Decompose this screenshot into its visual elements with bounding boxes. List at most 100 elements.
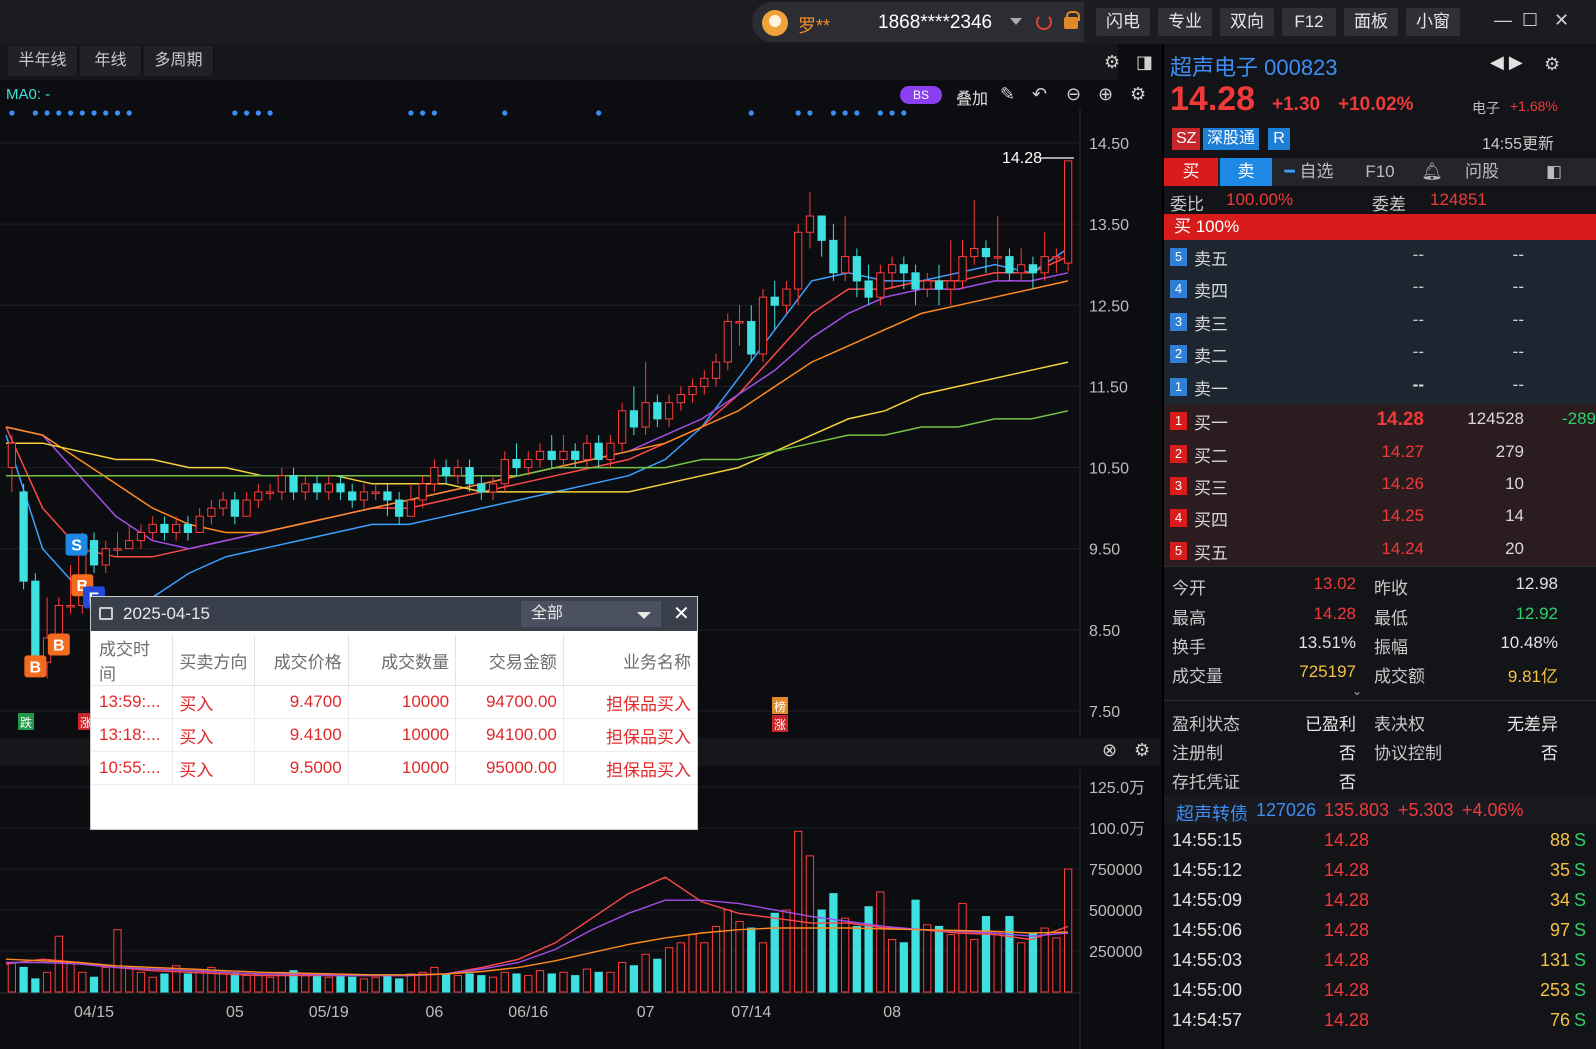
prev-next-arrows[interactable]: ◀ ▶ <box>1490 52 1523 72</box>
tick-price: 14.28 <box>1324 1010 1370 1030</box>
tab-f10[interactable]: F10 <box>1365 162 1395 181</box>
close-icon[interactable]: ✕ <box>673 603 690 625</box>
table-row[interactable]: 13:59:... 买入 9.4700 10000 94700.00 担保品买入 <box>93 685 697 719</box>
volume-bar <box>19 966 28 993</box>
stat-label: 成交额 <box>1374 667 1425 686</box>
ask-row[interactable]: 3 卖三 -- -- <box>1164 305 1596 337</box>
level-volume: -- <box>1512 375 1524 394</box>
candle-body <box>852 256 862 282</box>
volume-bar <box>242 975 251 993</box>
level-price: 14.24 <box>1381 539 1424 558</box>
tab-watchlist[interactable]: ━ 自选 <box>1274 158 1344 186</box>
bond-name[interactable]: 超声转债 <box>1176 804 1248 824</box>
tab-half-year-line[interactable]: 半年线 <box>8 46 78 76</box>
table-row[interactable]: 10:55:... 买入 9.5000 10000 95000.00 担保品买入 <box>93 751 697 785</box>
chart-settings-icon[interactable]: ⚙ <box>1130 84 1147 104</box>
panel-button[interactable]: 面板 <box>1344 8 1398 36</box>
bid-row[interactable]: 5 买五 14.24 20 <box>1164 534 1596 566</box>
chevron-down-icon[interactable] <box>1010 18 1022 25</box>
mini-window-button[interactable]: 小窗 <box>1406 8 1460 36</box>
bond-code[interactable]: 127026 <box>1256 800 1317 820</box>
candle-body <box>1028 264 1038 274</box>
flash-button[interactable]: 闪电 <box>1096 8 1150 36</box>
avatar[interactable] <box>762 10 788 36</box>
col-price[interactable]: 成交价格 <box>254 635 349 686</box>
dual-button[interactable]: 双向 <box>1220 8 1274 36</box>
candle-body <box>653 402 662 420</box>
volume-bar <box>899 942 908 993</box>
overlay-button[interactable]: 叠加 <box>956 91 989 108</box>
expand-chevron-icon[interactable]: ⌄ <box>1352 684 1363 698</box>
stat-vie: 否 <box>1541 744 1558 763</box>
chevron-down-icon[interactable] <box>637 612 651 619</box>
bid-row[interactable]: 2 买二 14.27 279 <box>1164 437 1596 469</box>
update-time: 14:55更新 <box>1482 136 1555 153</box>
col-direction[interactable]: 买卖方向 <box>172 635 256 686</box>
tab-buy[interactable]: 买 <box>1164 158 1218 186</box>
trade-marker-dot <box>596 110 602 116</box>
candle-body <box>54 605 63 639</box>
tick-price: 14.28 <box>1324 980 1370 1000</box>
sidebar-toggle-icon[interactable]: ◨ <box>1136 52 1154 72</box>
ask-row[interactable]: 4 卖四 -- -- <box>1164 272 1596 304</box>
ask-row[interactable]: 1 卖一 -- -- <box>1164 370 1596 402</box>
cell-direction: 买入 <box>172 751 256 785</box>
stock-name[interactable]: 超声电子 000823 <box>1170 55 1338 80</box>
power-icon[interactable] <box>1036 14 1052 30</box>
bell-icon[interactable]: 🔔︎ <box>1421 162 1443 181</box>
cell-time: 13:59:... <box>93 685 174 719</box>
close-volume-icon[interactable]: ⊗ <box>1102 740 1118 760</box>
filter-select[interactable]: 全部 <box>521 601 661 627</box>
tick-time: 14:54:57 <box>1172 1010 1243 1030</box>
convertible-bond-row[interactable] <box>1164 796 1596 824</box>
trade-marker-badge <box>47 633 70 656</box>
volume-bar <box>571 975 580 993</box>
zoom-out-icon[interactable]: ⊖ <box>1066 84 1082 104</box>
bid-row[interactable]: 4 买四 14.25 14 <box>1164 501 1596 533</box>
minimize-icon[interactable]: — <box>1494 10 1512 30</box>
bs-toggle[interactable]: BS <box>900 86 942 104</box>
tab-sell[interactable]: 卖 <box>1220 158 1272 186</box>
volume-bar <box>934 925 944 993</box>
undo-icon[interactable]: ↶ <box>1032 84 1048 104</box>
volume-bar <box>594 971 603 993</box>
price-change-pct: +10.02% <box>1338 94 1414 115</box>
volume-chart[interactable]: 125.0万 100.0万 750000 500000 250000 04/15 05 05… <box>0 770 1160 1049</box>
lock-icon[interactable] <box>1064 11 1080 29</box>
tab-multi-period[interactable]: 多周期 <box>144 46 214 76</box>
user-box[interactable] <box>752 2 1084 42</box>
candle-body <box>735 321 744 324</box>
sector-name[interactable]: 电子 <box>1472 100 1500 116</box>
level-volume: -- <box>1512 310 1524 329</box>
volume-settings-icon[interactable]: ⚙ <box>1134 740 1151 760</box>
gear-icon[interactable]: ⚙ <box>1104 52 1121 72</box>
col-amount[interactable]: 交易金额 <box>455 635 564 686</box>
table-row[interactable]: 13:18:... 买入 9.4100 10000 94100.00 担保品买入 <box>93 718 697 752</box>
gear-icon[interactable]: ⚙ <box>1544 54 1561 74</box>
bid-row[interactable]: 3 买三 14.26 10 <box>1164 469 1596 501</box>
candle-body <box>136 531 146 542</box>
brush-icon[interactable]: ✎ <box>1000 84 1016 104</box>
level-volume: 14 <box>1505 506 1524 525</box>
cell-business: 担保品买入 <box>563 751 697 785</box>
stat-turnover: 13.51% <box>1298 633 1356 652</box>
zoom-in-icon[interactable]: ⊕ <box>1098 84 1114 104</box>
f12-button[interactable]: F12 <box>1282 8 1336 36</box>
pro-button[interactable]: 专业 <box>1158 8 1212 36</box>
y-tick-label: 14.50 <box>1089 136 1129 153</box>
col-time[interactable]: 成交时间 <box>93 635 174 686</box>
close-icon[interactable]: ✕ <box>1554 10 1570 30</box>
volume-bar <box>829 893 838 993</box>
tab-year-line[interactable]: 年线 <box>80 46 142 76</box>
col-quantity[interactable]: 成交数量 <box>348 635 457 686</box>
ask-row[interactable]: 2 卖二 -- -- <box>1164 337 1596 369</box>
tab-ask-stock[interactable]: 问股 <box>1465 162 1499 181</box>
maximize-icon[interactable]: ☐ <box>1522 10 1539 30</box>
ask-row[interactable]: 5 卖五 -- -- <box>1164 240 1596 272</box>
volume-bar <box>113 929 122 993</box>
bid-row[interactable]: 1 买一 14.28 124528 -289 <box>1164 404 1596 436</box>
col-business[interactable]: 业务名称 <box>563 635 697 686</box>
cell-quantity: 10000 <box>348 685 457 719</box>
layout-toggle-icon[interactable]: ◧ <box>1545 162 1563 181</box>
